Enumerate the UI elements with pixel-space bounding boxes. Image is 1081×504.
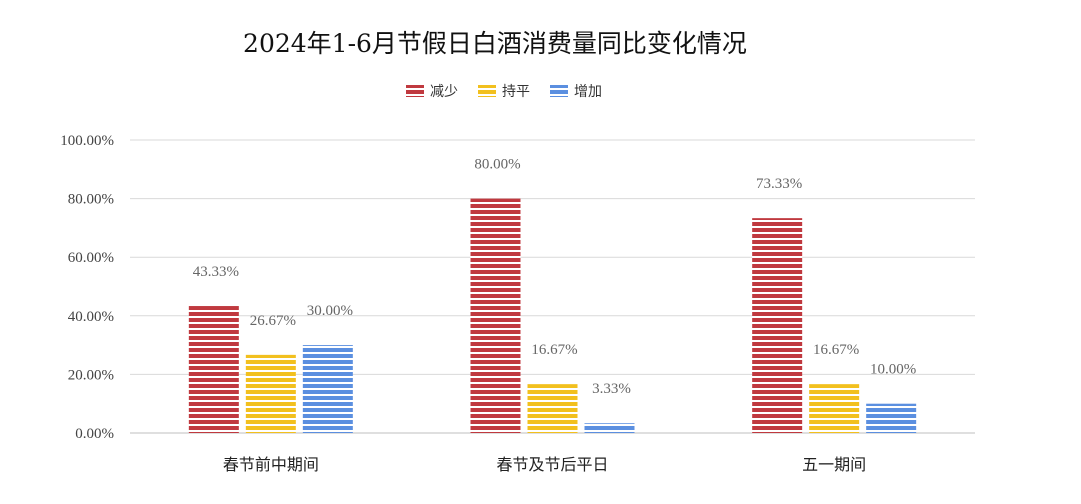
y-tick-label: 20.00% [68, 367, 114, 383]
y-tick-label: 60.00% [68, 250, 114, 266]
data-label: 43.33% [193, 264, 239, 280]
data-label: 30.00% [307, 303, 353, 319]
legend-swatch-e68c81e5b9b3 [478, 85, 496, 97]
bar-e5878fe5b091-0 [188, 306, 239, 433]
y-tick-label: 40.00% [68, 309, 114, 325]
data-label: 3.33% [592, 381, 631, 397]
bar-e5a29ee58aa0-2 [866, 403, 917, 433]
data-label: 26.67% [250, 313, 296, 329]
bar-e68c81e5b9b3-1 [527, 384, 578, 433]
data-label: 80.00% [474, 157, 520, 173]
bars: 43.33% 26.67% 30.00% 80.00% 16.67% 3.33% 73.33… [188, 157, 917, 433]
category-label: 春节及节后平日 [496, 455, 608, 474]
y-tick-label: 100.00% [60, 133, 114, 149]
bar-e5a29ee58aa0-0 [302, 345, 353, 433]
bar-e68c81e5b9b3-2 [809, 384, 860, 433]
bar-e5878fe5b091-2 [752, 218, 803, 433]
data-label: 73.33% [756, 176, 802, 192]
category-label: 五一期间 [802, 455, 866, 474]
bar-e68c81e5b9b3-0 [245, 354, 296, 433]
x-axis: 春节前中期间 春节及节后平日 五一期间 [223, 455, 866, 474]
bar-e5a29ee58aa0-1 [584, 423, 635, 433]
y-tick-label: 0.00% [75, 426, 114, 442]
data-label: 10.00% [870, 362, 916, 378]
data-label: 16.67% [531, 342, 577, 358]
legend-label-e68c81e5b9b3: 持平 [502, 84, 530, 100]
category-label: 春节前中期间 [223, 455, 319, 474]
y-axis: 0.00% 20.00% 40.00% 60.00% 80.00% 100.00% [60, 133, 114, 442]
legend-label-e5a29ee58aa0: 增加 [574, 84, 602, 100]
y-tick-label: 80.00% [68, 192, 114, 208]
legend-swatch-e5878fe5b091 [406, 85, 424, 97]
bar-e5878fe5b091-1 [470, 198, 521, 433]
legend-label-e5878fe5b091: 减少 [430, 84, 458, 100]
data-label: 16.67% [813, 342, 859, 358]
legend: 减少 持平 增加 [406, 84, 602, 100]
legend-swatch-e5a29ee58aa0 [550, 85, 568, 97]
chart-title: 2024年1-6月节假日白酒消费量同比变化情况 [243, 29, 747, 58]
